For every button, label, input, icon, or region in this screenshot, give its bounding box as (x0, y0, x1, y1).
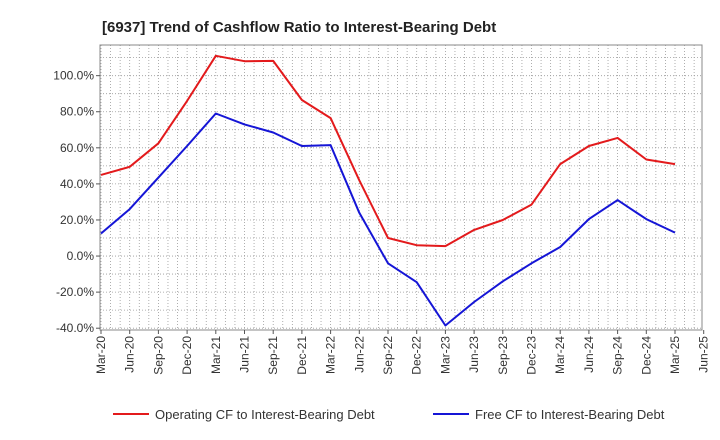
x-tick-label: Mar-25 (668, 336, 682, 374)
y-tick-label: 40.0% (60, 177, 94, 191)
series-line-free-cf (100, 112, 676, 327)
legend-label: Operating CF to Interest-Bearing Debt (155, 407, 375, 422)
x-tick-label: Sep-20 (151, 336, 165, 375)
x-tick-label: Dec-20 (180, 336, 194, 375)
x-axis-ticks: Mar-20 Jun-20 Sep-20 Dec-20 Mar-21 Jun-21 Sep-… (94, 330, 711, 375)
chart-title: [6937] Trend of Cashflow Ratio to Intere… (102, 19, 496, 36)
legend: Operating CF to Interest-Bearing Debt Fre… (113, 407, 665, 422)
x-tick-label: Jun-23 (467, 336, 481, 373)
series-line-operating-cf (100, 54, 676, 248)
x-tick-label: Jun-20 (123, 336, 137, 373)
x-tick-label: Mar-24 (553, 336, 567, 374)
legend-label: Free CF to Interest-Bearing Debt (475, 407, 665, 422)
y-tick-label: -40.0% (56, 321, 94, 335)
y-tick-label: -20.0% (56, 285, 94, 299)
series-lines (100, 54, 676, 327)
x-tick-label: Jun-25 (697, 336, 711, 373)
x-tick-label: Sep-24 (611, 336, 625, 375)
x-tick-label: Dec-22 (410, 336, 424, 375)
x-tick-label: Dec-23 (525, 336, 539, 375)
x-tick-label: Jun-24 (582, 336, 596, 373)
y-axis-ticks: 100.0% 80.0% 60.0% 40.0% 20.0% 0.0% -20.0% -40.… (53, 69, 100, 335)
x-tick-label: Dec-21 (295, 336, 309, 375)
x-tick-label: Jun-21 (238, 336, 252, 373)
x-tick-label: Mar-21 (209, 336, 223, 374)
plot-area-border (99, 44, 703, 331)
y-tick-label: 80.0% (60, 105, 94, 119)
grid-lines (100, 45, 702, 330)
x-tick-label: Mar-22 (324, 336, 338, 374)
x-tick-label: Jun-22 (352, 336, 366, 373)
y-tick-label: 60.0% (60, 141, 94, 155)
x-tick-label: Mar-23 (438, 336, 452, 374)
x-tick-label: Sep-22 (381, 336, 395, 375)
y-tick-label: 100.0% (53, 69, 94, 83)
y-tick-label: 20.0% (60, 213, 94, 227)
y-tick-label: 0.0% (67, 249, 95, 263)
x-tick-label: Dec-24 (639, 336, 653, 375)
x-tick-label: Mar-20 (94, 336, 108, 374)
x-tick-label: Sep-21 (266, 336, 280, 375)
x-tick-label: Sep-23 (496, 336, 510, 375)
